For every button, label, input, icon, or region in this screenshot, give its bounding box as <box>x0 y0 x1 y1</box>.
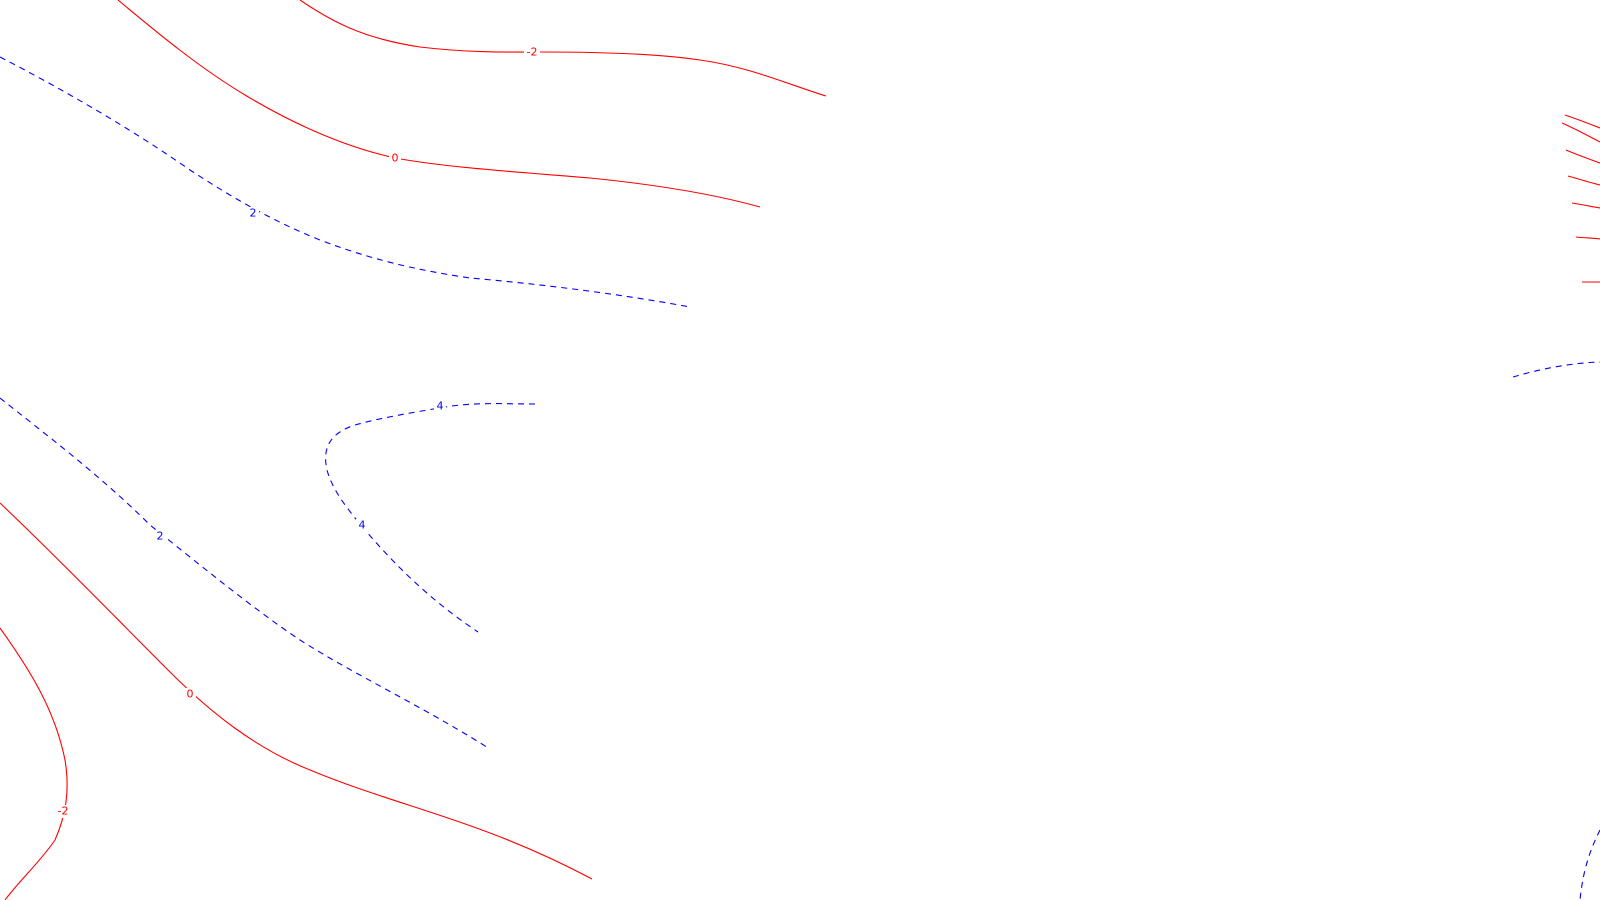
svg-text:-2: -2 <box>527 46 538 59</box>
contour-label-0-top: 0 <box>389 152 401 165</box>
contour-line-neg2-bottom <box>0 627 68 900</box>
right-edge-blue-contour-bottom <box>1579 829 1600 900</box>
contour-line-2-top <box>0 56 691 308</box>
svg-text:-2: -2 <box>58 805 69 818</box>
contour-label-neg2-top: -2 <box>524 45 540 59</box>
svg-text:0: 0 <box>187 688 194 701</box>
contour-label-neg2-bottom: -2 <box>55 805 71 818</box>
contour-label-2-bottom: 2 <box>154 530 166 543</box>
contour-label-4-b: 4 <box>356 519 368 532</box>
svg-text:4: 4 <box>359 519 366 532</box>
contour-label-2-top: 2 <box>247 207 259 220</box>
contour-line-2-bottom <box>0 397 491 750</box>
contour-line-4 <box>325 403 536 633</box>
right-edge-blue-contour-top <box>1512 361 1600 378</box>
contour-label-4-a: 4 <box>434 400 446 413</box>
svg-text:0: 0 <box>392 152 399 165</box>
contour-label-0-bottom: 0 <box>184 688 196 701</box>
svg-text:2: 2 <box>250 207 257 220</box>
right-edge-red-contours <box>1561 114 1600 283</box>
contour-line-neg2-top <box>299 0 827 97</box>
contour-line-0-top <box>117 0 761 208</box>
svg-text:2: 2 <box>157 530 164 543</box>
contour-line-0-bottom <box>0 502 593 880</box>
svg-text:4: 4 <box>437 400 444 413</box>
